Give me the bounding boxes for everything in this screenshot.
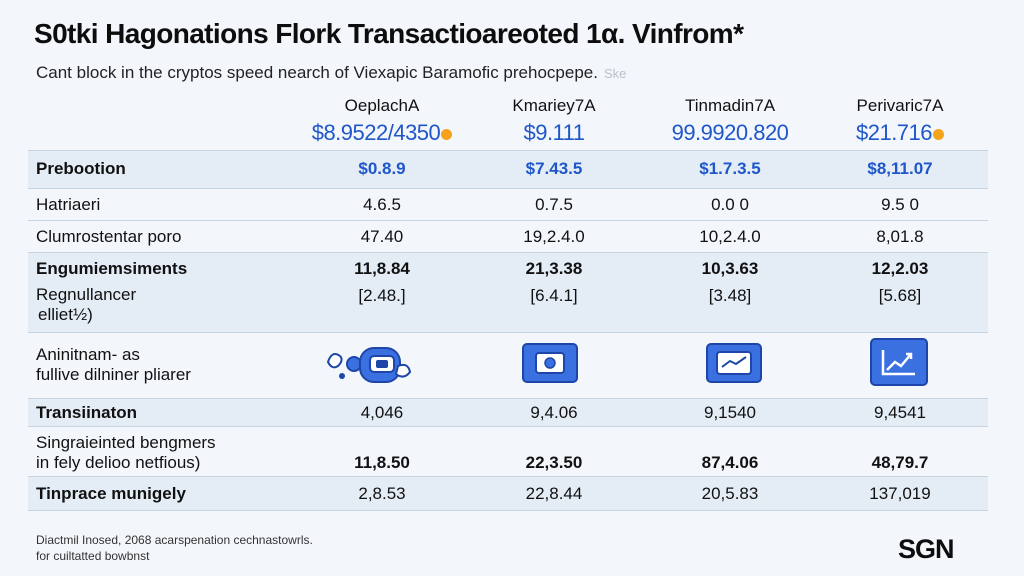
column-header-4: Perivaric7A $21.716	[800, 96, 1000, 146]
table-row: Transiinaton 4,046 9,4.06 9,1540 9,4541	[28, 398, 988, 426]
table-cell: 9,4541	[874, 403, 926, 422]
row-label-line: in fely delioo netfious)	[36, 453, 201, 472]
row-label-line: fullive dilniner pliarer	[36, 365, 191, 384]
column-header-2: Kmariey7A $9.111	[454, 96, 654, 146]
column-name: OeplachA	[344, 96, 420, 115]
row-label-line: Singraieinted bengmers	[36, 433, 216, 452]
table-cell: 0.7.5	[535, 195, 573, 214]
table-cell: $7.43.5	[525, 159, 583, 178]
table-cell: [6.4.1]	[530, 286, 578, 305]
column-header-3: Tinmadin7A 99.9920.820	[630, 96, 830, 146]
row-label-line: Regnullancer	[36, 285, 137, 304]
row-label: Clumrostentar poro	[36, 227, 182, 246]
table-cell: 8,01.8	[876, 227, 924, 246]
column-name: Kmariey7A	[512, 96, 596, 115]
table-cell: [3.48]	[708, 286, 752, 305]
row-label: Engumiemsiments	[36, 259, 188, 278]
table-row-group: Engumiemsiments 11,8.84 21,3.38 10,3.63 …	[28, 252, 988, 332]
table-cell: 19,2.4.0	[523, 227, 585, 246]
row-label: Prebootion	[36, 159, 126, 178]
coin-icon	[933, 128, 945, 140]
table-cell: 11,8.50	[354, 453, 410, 472]
page-subtitle: Cant block in the cryptos speed nearch o…	[36, 63, 626, 83]
row-label: Transiinaton	[36, 403, 138, 422]
page-title: S0tki Hagonations Flork Transactioareote…	[34, 18, 744, 49]
column-name: Tinmadin7A	[684, 96, 776, 115]
table-cell: 11,8.84	[354, 259, 410, 278]
row-label: Regnullancer elliet½)	[36, 285, 136, 325]
brand-logo: SGN	[898, 534, 955, 564]
chart-card-icon	[706, 343, 762, 383]
column-price: $9.111	[523, 120, 585, 145]
table-cell: 22,8.44	[525, 484, 583, 503]
table-cell: [5.68]	[878, 286, 922, 305]
column-header-1: OeplachA $8.9522/4350	[282, 96, 482, 146]
footnote: Diactmil Inosed, 2068 acarspenation cech…	[36, 532, 313, 564]
table-cell: 20,5.83	[701, 484, 759, 503]
table-cell: 4,046	[360, 403, 404, 422]
table-cell: 0.0 0	[711, 195, 749, 214]
footnote-line: Diactmil Inosed, 2068 acarspenation cech…	[36, 533, 313, 547]
table-row: Hatriaeri 4.6.5 0.7.5 0.0 0 9.5 0	[28, 188, 988, 220]
table-row: Prebootion $0.8.9 $7.43.5 $1.7.3.5 $8,11…	[28, 150, 988, 188]
column-price: 99.9920.820	[671, 120, 789, 145]
growth-chart-icon	[870, 338, 928, 386]
table-cell: 9.5 0	[881, 195, 919, 214]
table-cell: $8,11.07	[867, 159, 933, 178]
table-cell: 22,3.50	[525, 453, 583, 472]
coin-card-icon	[522, 343, 578, 383]
row-label: Hatriaeri	[36, 195, 101, 214]
robot-icon	[322, 340, 418, 390]
row-label: Tinprace munigely	[36, 484, 186, 503]
table-row: Tinprace munigely 2,8.53 22,8.44 20,5.83…	[28, 476, 988, 510]
table-cell: 10,3.63	[701, 259, 759, 278]
table-cell: 9,1540	[704, 403, 756, 422]
table-bottom-divider	[28, 510, 988, 511]
table-row: Clumrostentar poro 47.40 19,2.4.0 10,2.4…	[28, 220, 988, 252]
column-name: Perivaric7A	[856, 96, 944, 115]
column-price: $8.9522/4350	[282, 120, 482, 146]
table-cell: 48,79.7	[871, 453, 929, 472]
coin-icon	[441, 128, 453, 140]
table-cell: $0.8.9	[358, 159, 406, 178]
row-label-line: Aninitnam- as	[36, 345, 140, 364]
column-price: $21.716	[800, 120, 1000, 146]
table-cell: 10,2.4.0	[699, 227, 761, 246]
table-cell: $1.7.3.5	[699, 159, 761, 178]
subtitle-text: Cant block in the cryptos speed nearch o…	[36, 63, 598, 82]
table-cell: 87,4.06	[701, 453, 759, 472]
table-cell: 137,019	[869, 484, 931, 503]
table-cell: 9,4.06	[530, 403, 578, 422]
table-row: Singraieinted bengmers in fely delioo ne…	[28, 426, 988, 476]
table-cell: 47.40	[360, 227, 404, 246]
row-label: Aninitnam- as fullive dilniner pliarer	[36, 345, 191, 385]
footnote-line: for cuiltatted bowbnst	[36, 549, 150, 563]
table-cell: 4.6.5	[363, 195, 401, 214]
subtitle-faint-text: Ske	[603, 66, 627, 81]
row-label-line: elliet½)	[38, 305, 93, 324]
table-cell: 21,3.38	[525, 259, 583, 278]
row-label: Singraieinted bengmers in fely delioo ne…	[36, 433, 216, 473]
table-row: Aninitnam- as fullive dilniner pliarer	[28, 332, 988, 398]
table-cell: [2.48.]	[358, 286, 406, 305]
table-cell: 12,2.03	[871, 259, 929, 278]
table-cell: 2,8.53	[358, 484, 406, 503]
